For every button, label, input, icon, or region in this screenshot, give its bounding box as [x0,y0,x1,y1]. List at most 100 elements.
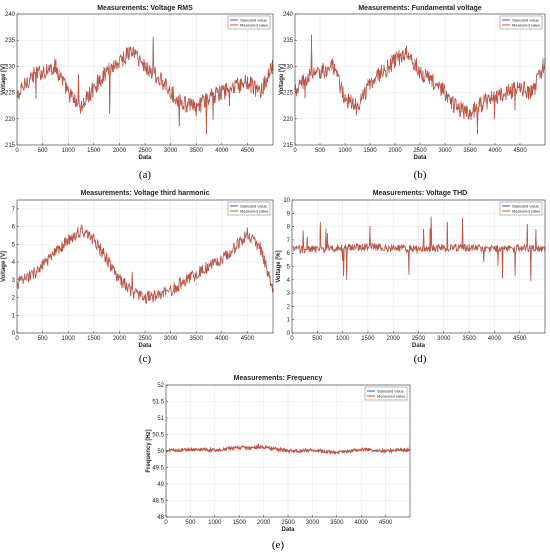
chart-title: Measurements: Voltage RMS [97,5,193,12]
x-tick-label: 1500 [233,520,247,526]
x-tick-label: 4500 [241,336,255,342]
y-tick-label: 51.5 [152,400,164,406]
y-tick-label: 225 [5,91,16,97]
x-tick-label: 3500 [462,336,476,342]
y-tick-label: 48.5 [152,499,164,505]
x-tick-label: 2500 [281,520,295,526]
x-tick-label: 2500 [413,148,427,154]
x-tick-label: 1000 [208,520,222,526]
y-tick-label: 50.5 [152,433,164,439]
y-tick-label: 220 [5,117,16,123]
x-tick-label: 1000 [62,148,76,154]
x-tick-label: 500 [185,520,196,526]
panel-caption: (d) [414,353,427,365]
y-tick-label: 240 [283,12,294,18]
x-tick-label: 4000 [488,148,502,154]
series-line-measured-value [165,443,411,455]
y-tick-label: 7 [287,238,291,244]
y-tick-label: 2 [287,304,291,310]
x-axis-label: Data [281,527,295,533]
x-tick-label: 1500 [87,336,101,342]
x-axis-label: Data [138,343,152,349]
chart-title: Measurements: Voltage third harmonic [80,190,209,197]
legend-entry: Measured value [512,22,541,27]
chart-panel-3: 0 500 1000 1500 2000 2500 3000 3500 4000 4500 0 1 2 3… [1,190,274,365]
x-tick-label: 2000 [113,336,127,342]
y-axis-label: Voltage [V] [1,64,7,95]
x-tick-label: 4000 [215,336,229,342]
legend-entry: Standard value [512,17,540,22]
x-tick-label: 3500 [190,336,204,342]
x-tick-label: 3000 [438,148,452,154]
chart-panel-4: 0 500 1000 1500 2000 2500 3000 3500 4000 4500 0 1 2 3… [276,190,546,365]
chart-panel-1: 0 500 1000 1500 2000 2500 3000 3500 4000 4500 215 2… [1,5,274,181]
series-line-measured-value [16,224,274,304]
x-tick-label: 3000 [437,336,451,342]
x-tick-label: 4500 [513,148,527,154]
x-tick-label: 0 [290,336,294,342]
x-tick-label: 4500 [241,148,255,154]
legend-box [364,386,408,401]
x-tick-label: 4500 [379,520,393,526]
x-tick-label: 0 [293,148,297,154]
y-tick-label: 3 [12,278,16,284]
y-tick-label: 7 [12,207,16,213]
chart-title: Measurements: Frequency [234,375,323,382]
y-tick-label: 5 [12,242,16,248]
x-tick-label: 4000 [488,336,502,342]
x-tick-label: 0 [15,148,19,154]
x-tick-label: 3000 [164,148,178,154]
chart-panel-5: 0 500 1000 1500 2000 2500 3000 3500 4000 4500 48 48… [146,375,411,551]
chart-title: Measurements: Fundamental voltage [358,5,481,12]
y-tick-label: 240 [5,12,16,18]
series-line-measured-value [16,36,274,135]
y-axis-label: Voltage [%] [276,250,282,282]
y-tick-label: 49.5 [152,466,164,472]
y-tick-label: 215 [283,143,294,149]
series-line-measured-value [291,216,546,282]
y-tick-label: 48 [157,515,164,521]
y-tick-label: 49 [157,482,164,488]
chart-panel-2: 0 500 1000 1500 2000 2500 3000 3500 4000 4500 215 2… [279,5,546,181]
y-tick-label: 0 [287,331,291,337]
legend-box [499,15,543,30]
panel-caption: (e) [272,539,285,551]
x-tick-label: 2500 [138,148,152,154]
y-tick-label: 51 [157,416,164,422]
y-tick-label: 52 [157,383,164,389]
x-tick-label: 1500 [87,148,101,154]
panel-caption: (b) [414,169,427,181]
y-tick-label: 5 [287,265,291,271]
x-axis-label: Data [412,343,426,349]
legend-entry: Measured value [377,393,406,398]
x-tick-label: 500 [312,336,323,342]
y-tick-label: 1 [12,313,16,319]
x-tick-label: 1000 [336,336,350,342]
legend-entry: Standard value [377,388,405,393]
legend-box [499,201,543,216]
legend-entry: Measured value [240,208,269,213]
legend-entry: Standard value [240,17,268,22]
legend-box [227,15,271,30]
x-tick-label: 500 [38,336,49,342]
x-tick-label: 4000 [215,148,229,154]
y-tick-label: 6 [287,251,291,257]
x-tick-label: 4000 [355,520,369,526]
legend-entry: Standard value [240,203,268,208]
x-tick-label: 2500 [138,336,152,342]
x-tick-label: 2000 [113,148,127,154]
x-tick-label: 1000 [62,336,76,342]
x-axis-label: Data [413,155,427,161]
x-tick-label: 1000 [338,148,352,154]
y-axis-label: Voltage [V] [279,64,285,95]
x-tick-label: 3500 [463,148,477,154]
x-tick-label: 0 [15,336,19,342]
y-tick-label: 230 [283,64,294,70]
y-tick-label: 0 [12,331,16,337]
x-tick-label: 1500 [363,148,377,154]
x-tick-label: 2500 [412,336,426,342]
y-tick-label: 6 [12,225,16,231]
x-tick-label: 2000 [387,336,401,342]
